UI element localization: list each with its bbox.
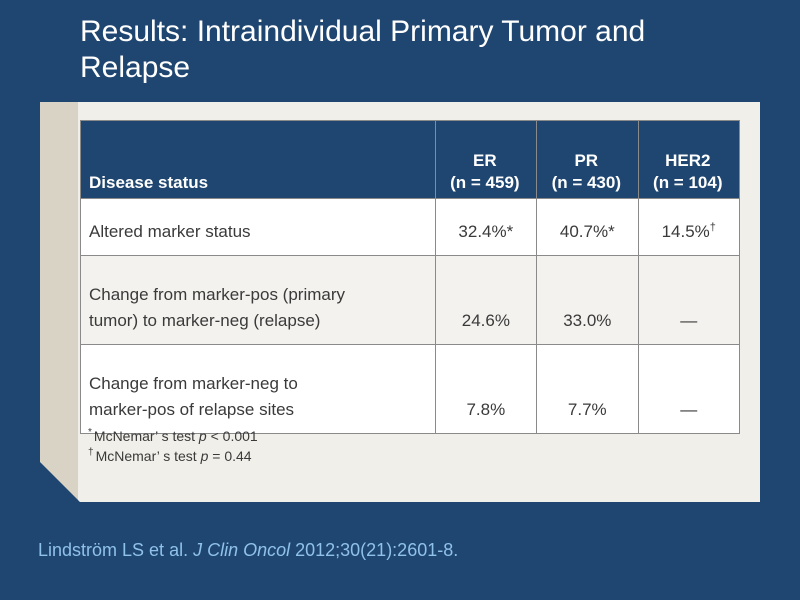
- row-label-line2: marker-pos of relapse sites: [89, 400, 295, 419]
- cell-her2: 14.5%†: [637, 198, 741, 256]
- citation-details: 2012;30(21):2601-8.: [290, 540, 459, 560]
- row-label-line1: Altered marker status: [89, 222, 251, 241]
- table-row: Altered marker status 32.4%* 40.7%* 14.5…: [80, 198, 741, 256]
- cell-er-value: 32.4%: [458, 222, 507, 241]
- table-row: Change from marker-pos (primary tumor) t…: [80, 255, 741, 345]
- cell-er: 32.4%*: [434, 198, 538, 256]
- row-label-line1: Change from marker-pos (primary: [89, 285, 346, 304]
- footnote-suffix: = 0.44: [208, 448, 252, 464]
- results-table: Disease status ER (n = 459) PR (n = 430)…: [80, 120, 741, 434]
- cell-her2: —: [637, 344, 741, 434]
- cell-pr-mark: *: [608, 222, 615, 241]
- row-label: Altered marker status: [80, 198, 436, 256]
- header-pr: PR (n = 430): [536, 120, 639, 199]
- cell-er: 24.6%: [434, 255, 538, 345]
- slide-title: Results: Intraindividual Primary Tumor a…: [80, 15, 646, 84]
- header-her2-n: (n = 104): [653, 173, 723, 192]
- cell-pr: 7.7%: [536, 344, 639, 434]
- cell-pr: 33.0%: [536, 255, 639, 345]
- cell-pr-value: 40.7%: [559, 222, 609, 241]
- footnote-mark: *: [88, 427, 92, 439]
- header-er: ER (n = 459): [434, 120, 538, 199]
- header-pr-name: PR: [574, 151, 599, 170]
- table-row: Change from marker-neg to marker-pos of …: [80, 344, 741, 434]
- header-er-name: ER: [473, 151, 497, 170]
- cell-pr: 40.7%*: [536, 198, 639, 256]
- cell-er-mark: *: [506, 222, 514, 241]
- footnote-prefix: McNemar’ s test: [95, 448, 201, 464]
- cell-her2-value: 14.5%: [661, 222, 710, 241]
- footnote-italic: p: [198, 428, 207, 444]
- footnote-mark: †: [88, 447, 94, 459]
- citation-journal: J Clin Oncol: [193, 540, 291, 560]
- row-label: Change from marker-pos (primary tumor) t…: [80, 255, 436, 345]
- header-her2-name: HER2: [665, 151, 711, 170]
- citation: Lindström LS et al. J Clin Oncol 2012;30…: [38, 540, 458, 561]
- row-label-line1: Change from marker-neg to: [89, 374, 298, 393]
- footnotes: * McNemar’ s test p < 0.001 † McNemar’ s t…: [88, 426, 258, 466]
- header-er-n: (n = 459): [450, 173, 520, 192]
- header-pr-n: (n = 430): [551, 173, 622, 192]
- citation-authors: Lindström LS et al.: [38, 540, 194, 560]
- footnote-italic: p: [200, 448, 209, 464]
- cell-er: 7.8%: [434, 344, 538, 434]
- cell-her2-mark: †: [709, 221, 716, 234]
- row-label: Change from marker-neg to marker-pos of …: [80, 344, 436, 434]
- footnote: † McNemar’ s test p = 0.44: [88, 446, 258, 466]
- footnote-suffix: < 0.001: [206, 428, 258, 444]
- header-her2: HER2 (n = 104): [637, 120, 741, 199]
- table-header-row: Disease status ER (n = 459) PR (n = 430)…: [80, 120, 741, 199]
- header-disease-status: Disease status: [80, 120, 436, 199]
- row-label-line2: tumor) to marker-neg (relapse): [89, 311, 321, 330]
- footnote-prefix: McNemar’ s test: [93, 428, 199, 444]
- cell-her2: —: [637, 255, 741, 345]
- footnote: * McNemar’ s test p < 0.001: [88, 426, 258, 446]
